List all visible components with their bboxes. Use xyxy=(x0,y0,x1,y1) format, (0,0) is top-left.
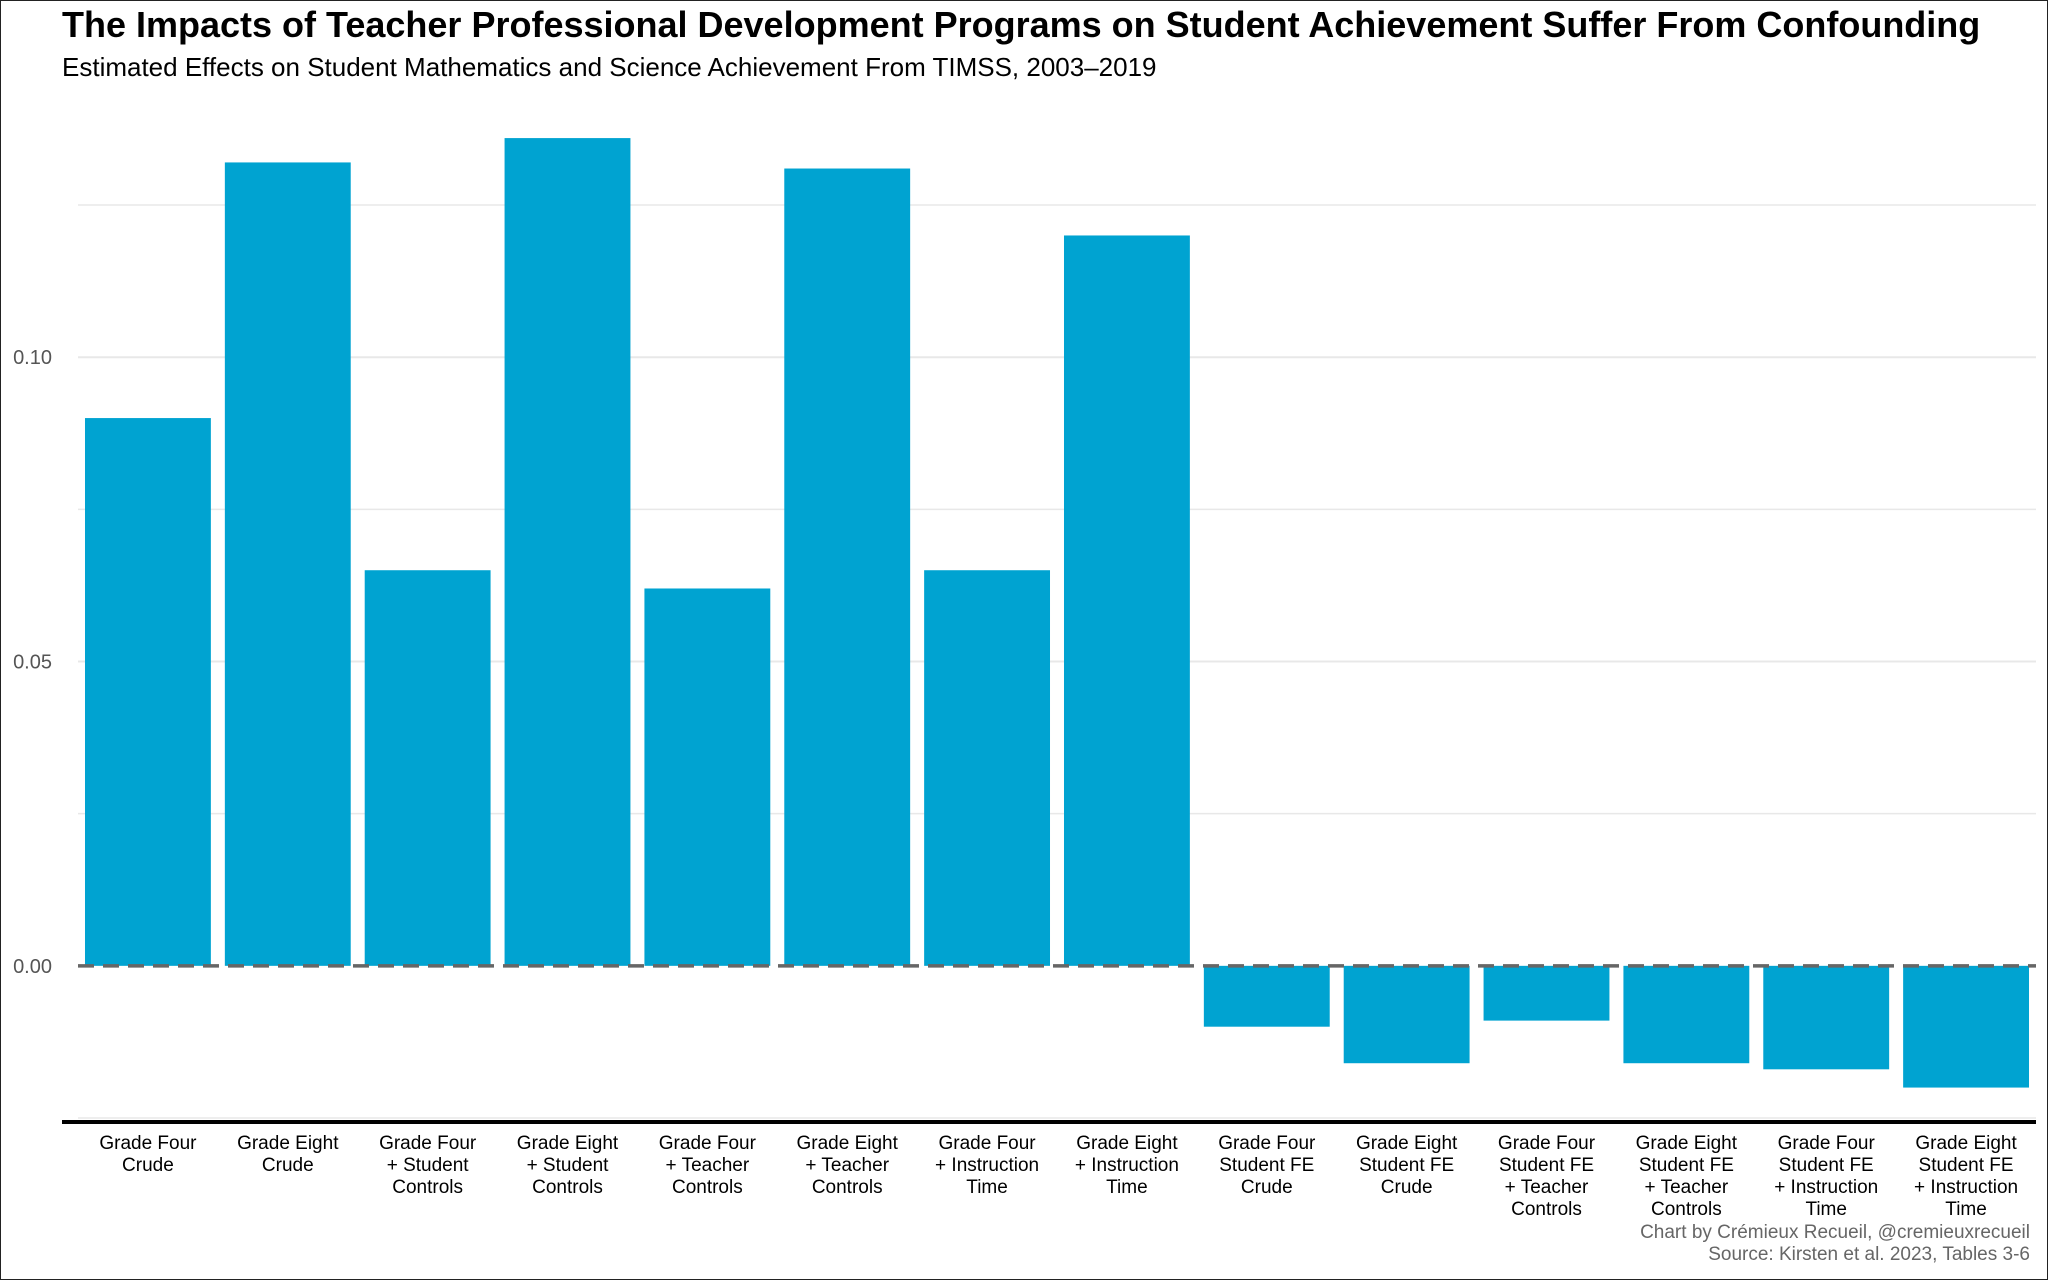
x-tick-label-10: Grade Four Student FE + Teacher Controls xyxy=(1498,1133,1596,1220)
y-tick-label-1: 0.05 xyxy=(13,652,52,674)
x-tick-label-11: Grade Eight Student FE + Teacher Controls xyxy=(1636,1133,1738,1220)
chart-subtitle: Estimated Effects on Student Mathematics… xyxy=(62,52,1157,82)
caption-source: Source: Kirsten et al. 2023, Tables 3-6 xyxy=(1708,1244,2030,1265)
caption-credit: Chart by Crémieux Recueil, @cremieuxrecu… xyxy=(1640,1222,2030,1243)
bar-2 xyxy=(364,570,491,966)
bar-6 xyxy=(924,570,1051,966)
bar-1 xyxy=(224,162,351,966)
x-tick-label-4: Grade Four + Teacher Controls xyxy=(659,1133,757,1198)
x-tick-label-5: Grade Eight + Teacher Controls xyxy=(797,1133,899,1198)
bar-7 xyxy=(1063,235,1190,966)
bar-11 xyxy=(1623,965,1750,1064)
bar-12 xyxy=(1763,965,1890,1070)
x-tick-label-6: Grade Four + Instruction Time xyxy=(935,1133,1039,1198)
y-tick-label-0: 0.00 xyxy=(13,956,52,978)
y-tick-label-2: 0.10 xyxy=(13,347,52,369)
chart-caption: Chart by Crémieux Recueil, @cremieuxrecu… xyxy=(1640,1222,2030,1266)
bar-10 xyxy=(1483,965,1610,1021)
bar-0 xyxy=(84,418,211,966)
x-tick-label-3: Grade Eight + Student Controls xyxy=(517,1133,619,1198)
bar-9 xyxy=(1343,965,1470,1064)
x-tick-label-12: Grade Four Student FE + Instruction Time xyxy=(1774,1133,1878,1220)
x-tick-label-2: Grade Four + Student Controls xyxy=(379,1133,477,1198)
x-tick-label-1: Grade Eight Crude xyxy=(237,1133,339,1176)
bar-3 xyxy=(504,138,631,966)
x-tick-label-13: Grade Eight Student FE + Instruction Time xyxy=(1914,1133,2018,1220)
x-tick-label-8: Grade Four Student FE Crude xyxy=(1218,1133,1316,1198)
chart-title: The Impacts of Teacher Professional Deve… xyxy=(62,4,1981,45)
bar-4 xyxy=(644,588,771,966)
x-tick-label-9: Grade Eight Student FE Crude xyxy=(1356,1133,1458,1198)
bar-5 xyxy=(784,168,911,966)
bar-13 xyxy=(1903,965,2030,1088)
bar-8 xyxy=(1203,965,1330,1027)
x-tick-label-7: Grade Eight + Instruction Time xyxy=(1075,1133,1179,1198)
x-tick-label-0: Grade Four Crude xyxy=(99,1133,197,1176)
